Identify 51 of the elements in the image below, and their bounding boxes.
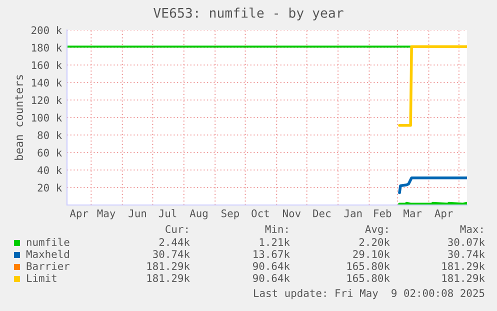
text: 165.80k — [347, 262, 390, 270]
text: Avg: — [365, 225, 388, 236]
text: 181.29k — [147, 262, 190, 270]
x-tick-label: Oct — [252, 209, 269, 218]
y-axis-title: bean counters — [14, 75, 24, 160]
x-tick-label: Mar — [404, 210, 422, 218]
y-tick-label: 100 k — [32, 114, 62, 122]
text: Cur: — [166, 225, 188, 234]
text: 30.74k — [448, 250, 485, 258]
y-tick-label: 160 k — [32, 61, 62, 70]
y-tick-label: 200 k — [32, 26, 62, 34]
text: Last update: Fri May 9 02:00:08 2025 — [254, 288, 484, 300]
legend-label: Limit — [27, 274, 56, 282]
y-tick-label: 80 k — [38, 131, 62, 140]
x-tick-label: Jun — [128, 210, 146, 218]
y-tick-label: 140 k — [32, 78, 62, 87]
legend-label: Barrier — [26, 262, 70, 270]
x-tick-label: Feb — [374, 209, 392, 218]
x-tick-label: Aug — [190, 209, 208, 220]
text: 165.80k — [347, 274, 390, 282]
text: 90.64k — [253, 274, 290, 282]
x-tick-label: Nov — [282, 210, 301, 218]
text: 1.21k — [260, 238, 290, 246]
text: 181.29k — [442, 274, 485, 282]
text: 13.67k — [254, 250, 290, 258]
text: 30.07k — [448, 238, 485, 246]
x-tick-label: Sep — [222, 209, 239, 220]
x-tick-label: Dec — [313, 210, 330, 218]
x-tick-label: May — [97, 210, 116, 220]
y-tick-label: 20 k — [38, 184, 62, 192]
text: 29.10k — [353, 250, 390, 258]
text: Max: — [460, 225, 482, 234]
text: 181.29k — [147, 274, 190, 282]
chart-title: VE653: numfile - by year — [154, 8, 344, 20]
y-tick-label: 180 k — [32, 44, 62, 52]
text: 90.64k — [253, 262, 290, 270]
text: Min: — [265, 224, 288, 233]
text: 2.20k — [359, 238, 390, 246]
x-tick-label: Jan — [344, 210, 362, 218]
x-tick-label: Jul — [158, 209, 176, 218]
legend-label: numfile — [26, 238, 70, 246]
x-tick-label: Apr — [70, 210, 88, 220]
y-tick-label: 40 k — [38, 166, 62, 174]
text: 181.29k — [442, 262, 485, 270]
text: 30.74k — [153, 250, 190, 258]
x-tick-label: Apr — [434, 210, 453, 220]
y-tick-label: 120 k — [32, 96, 62, 104]
legend-label: Maxheld — [26, 250, 69, 258]
text: 2.44k — [159, 238, 190, 246]
line-series — [398, 176, 467, 194]
y-tick-label: 60 k — [38, 148, 62, 157]
